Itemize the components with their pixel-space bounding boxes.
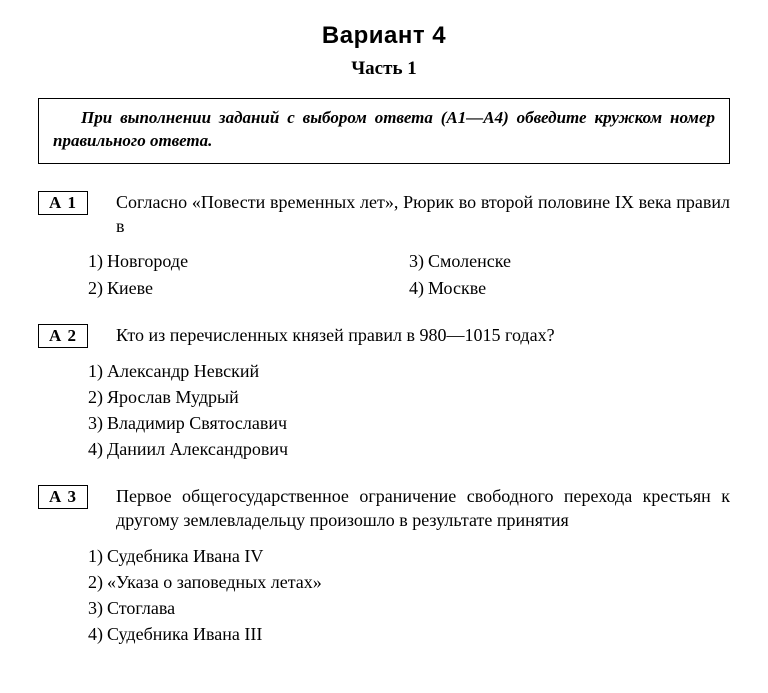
question-text: Первое общегосударственное ограничение с…	[116, 484, 730, 533]
question-tag: А 1	[38, 191, 88, 215]
option: 3)Смоленске	[409, 248, 730, 274]
instructions-box: При выполнении заданий с выбором ответа …	[38, 98, 730, 164]
option-label: «Указа о заповедных летах»	[107, 572, 322, 592]
option-label: Даниил Александрович	[107, 439, 288, 459]
option: 2)«Указа о заповедных летах»	[88, 569, 730, 595]
question-options: 1)Новгороде 2)Киеве 3)Смоленске 4)Москве	[88, 248, 730, 300]
option: 1)Новгороде	[88, 248, 409, 274]
option-label: Москве	[428, 278, 486, 298]
question-header: А 3 Первое общегосударственное ограничен…	[38, 484, 730, 533]
question-text: Согласно «Повести временных лет», Рюрик …	[116, 190, 730, 239]
option: 2)Киеве	[88, 275, 409, 301]
question-options: 1)Александр Невский 2)Ярослав Мудрый 3)В…	[88, 358, 730, 462]
question-tag: А 2	[38, 324, 88, 348]
question-a2: А 2 Кто из перечисленных князей правил в…	[38, 323, 730, 462]
option-label: Киеве	[107, 278, 153, 298]
question-a1: А 1 Согласно «Повести временных лет», Рю…	[38, 190, 730, 301]
part-subtitle: Часть 1	[38, 58, 730, 80]
option: 1)Судебника Ивана IV	[88, 543, 730, 569]
option: 4)Даниил Александрович	[88, 436, 730, 462]
question-options: 1)Судебника Ивана IV 2)«Указа о заповедн…	[88, 543, 730, 647]
question-header: А 2 Кто из перечисленных князей правил в…	[38, 323, 730, 348]
option-label: Стоглава	[107, 598, 175, 618]
option-label: Смоленске	[428, 251, 511, 271]
question-text: Кто из перечисленных князей правил в 980…	[116, 323, 730, 347]
option-label: Владимир Святославич	[107, 413, 287, 433]
option: 4)Судебника Ивана III	[88, 621, 730, 647]
option: 2)Ярослав Мудрый	[88, 384, 730, 410]
option: 3)Стоглава	[88, 595, 730, 621]
option-label: Судебника Ивана III	[107, 624, 262, 644]
option-label: Новгороде	[107, 251, 188, 271]
option: 3)Владимир Святославич	[88, 410, 730, 436]
question-tag: А 3	[38, 485, 88, 509]
variant-title: Вариант 4	[38, 22, 730, 50]
page: Вариант 4 Часть 1 При выполнении заданий…	[0, 0, 768, 693]
question-header: А 1 Согласно «Повести временных лет», Рю…	[38, 190, 730, 239]
option: 4)Москве	[409, 275, 730, 301]
question-a3: А 3 Первое общегосударственное ограничен…	[38, 484, 730, 647]
option-label: Александр Невский	[107, 361, 259, 381]
option: 1)Александр Невский	[88, 358, 730, 384]
option-label: Судебника Ивана IV	[107, 546, 263, 566]
option-label: Ярослав Мудрый	[107, 387, 239, 407]
